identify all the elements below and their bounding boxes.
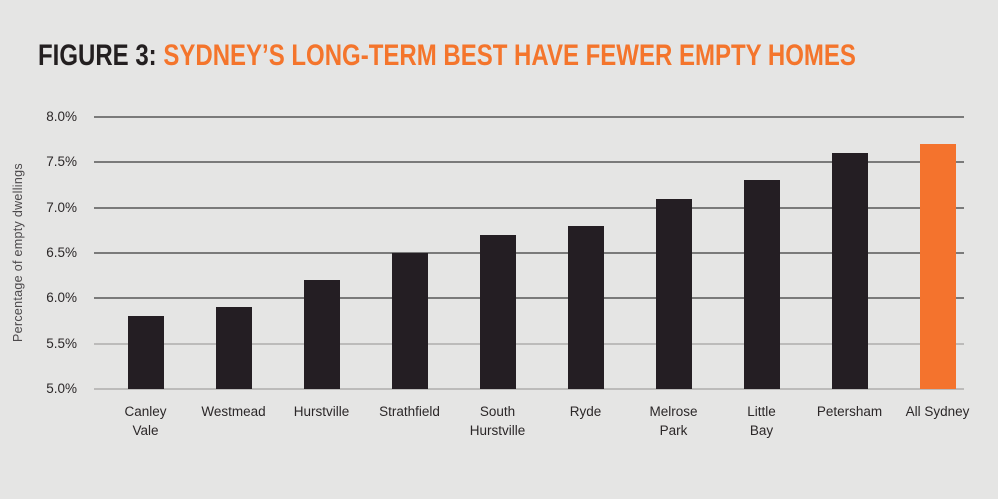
x-axis-label: Little Bay: [747, 404, 776, 438]
figure-number-label: FIGURE 3:: [38, 39, 157, 72]
y-tick-label: 6.0%: [46, 290, 77, 306]
bar-melrose-park: [655, 198, 692, 389]
gridline: [94, 388, 964, 390]
bar-canley-vale: [127, 316, 164, 389]
gridline: [94, 252, 964, 254]
gridline: [94, 206, 964, 209]
bar-ryde: [567, 225, 604, 389]
x-axis-label: Canley Vale: [124, 404, 167, 438]
plot-area: [94, 116, 964, 390]
x-axis-label: Ryde: [569, 404, 602, 419]
gridline: [94, 342, 964, 345]
x-axis-label: Westmead: [201, 404, 266, 419]
y-tick-label: 7.0%: [46, 199, 77, 215]
bar-westmead: [215, 307, 252, 389]
bar-hurstville: [303, 280, 340, 389]
y-tick-label: 7.5%: [46, 154, 77, 170]
y-tick-label: 5.5%: [46, 335, 77, 351]
y-tick-label: 5.0%: [46, 381, 77, 396]
x-axis-label: South Hurstville: [469, 404, 526, 438]
gridline: [94, 116, 964, 118]
x-axis-label: Hurstville: [293, 404, 350, 419]
gridline: [94, 161, 964, 164]
bar-south-hurstville: [479, 234, 516, 389]
figure-title-text: SYDNEY’S LONG-TERM BEST HAVE FEWER EMPTY…: [163, 39, 856, 72]
y-tick-label: 6.5%: [46, 245, 77, 260]
x-axis-label: Petersham: [816, 404, 883, 419]
x-axis-label: All Sydney: [905, 404, 970, 419]
figure-title: FIGURE 3: SYDNEY’S LONG-TERM BEST HAVE F…: [38, 41, 856, 71]
bar-strathfield: [391, 253, 428, 389]
x-axis-label: Melrose Park: [649, 404, 698, 438]
x-axis-label: Strathfield: [379, 404, 440, 419]
bar-little-bay: [743, 180, 780, 389]
bar-all-sydney: [919, 144, 956, 389]
bar-petersham: [831, 153, 868, 389]
gridline: [94, 297, 964, 300]
y-tick-label: 8.0%: [46, 109, 77, 124]
